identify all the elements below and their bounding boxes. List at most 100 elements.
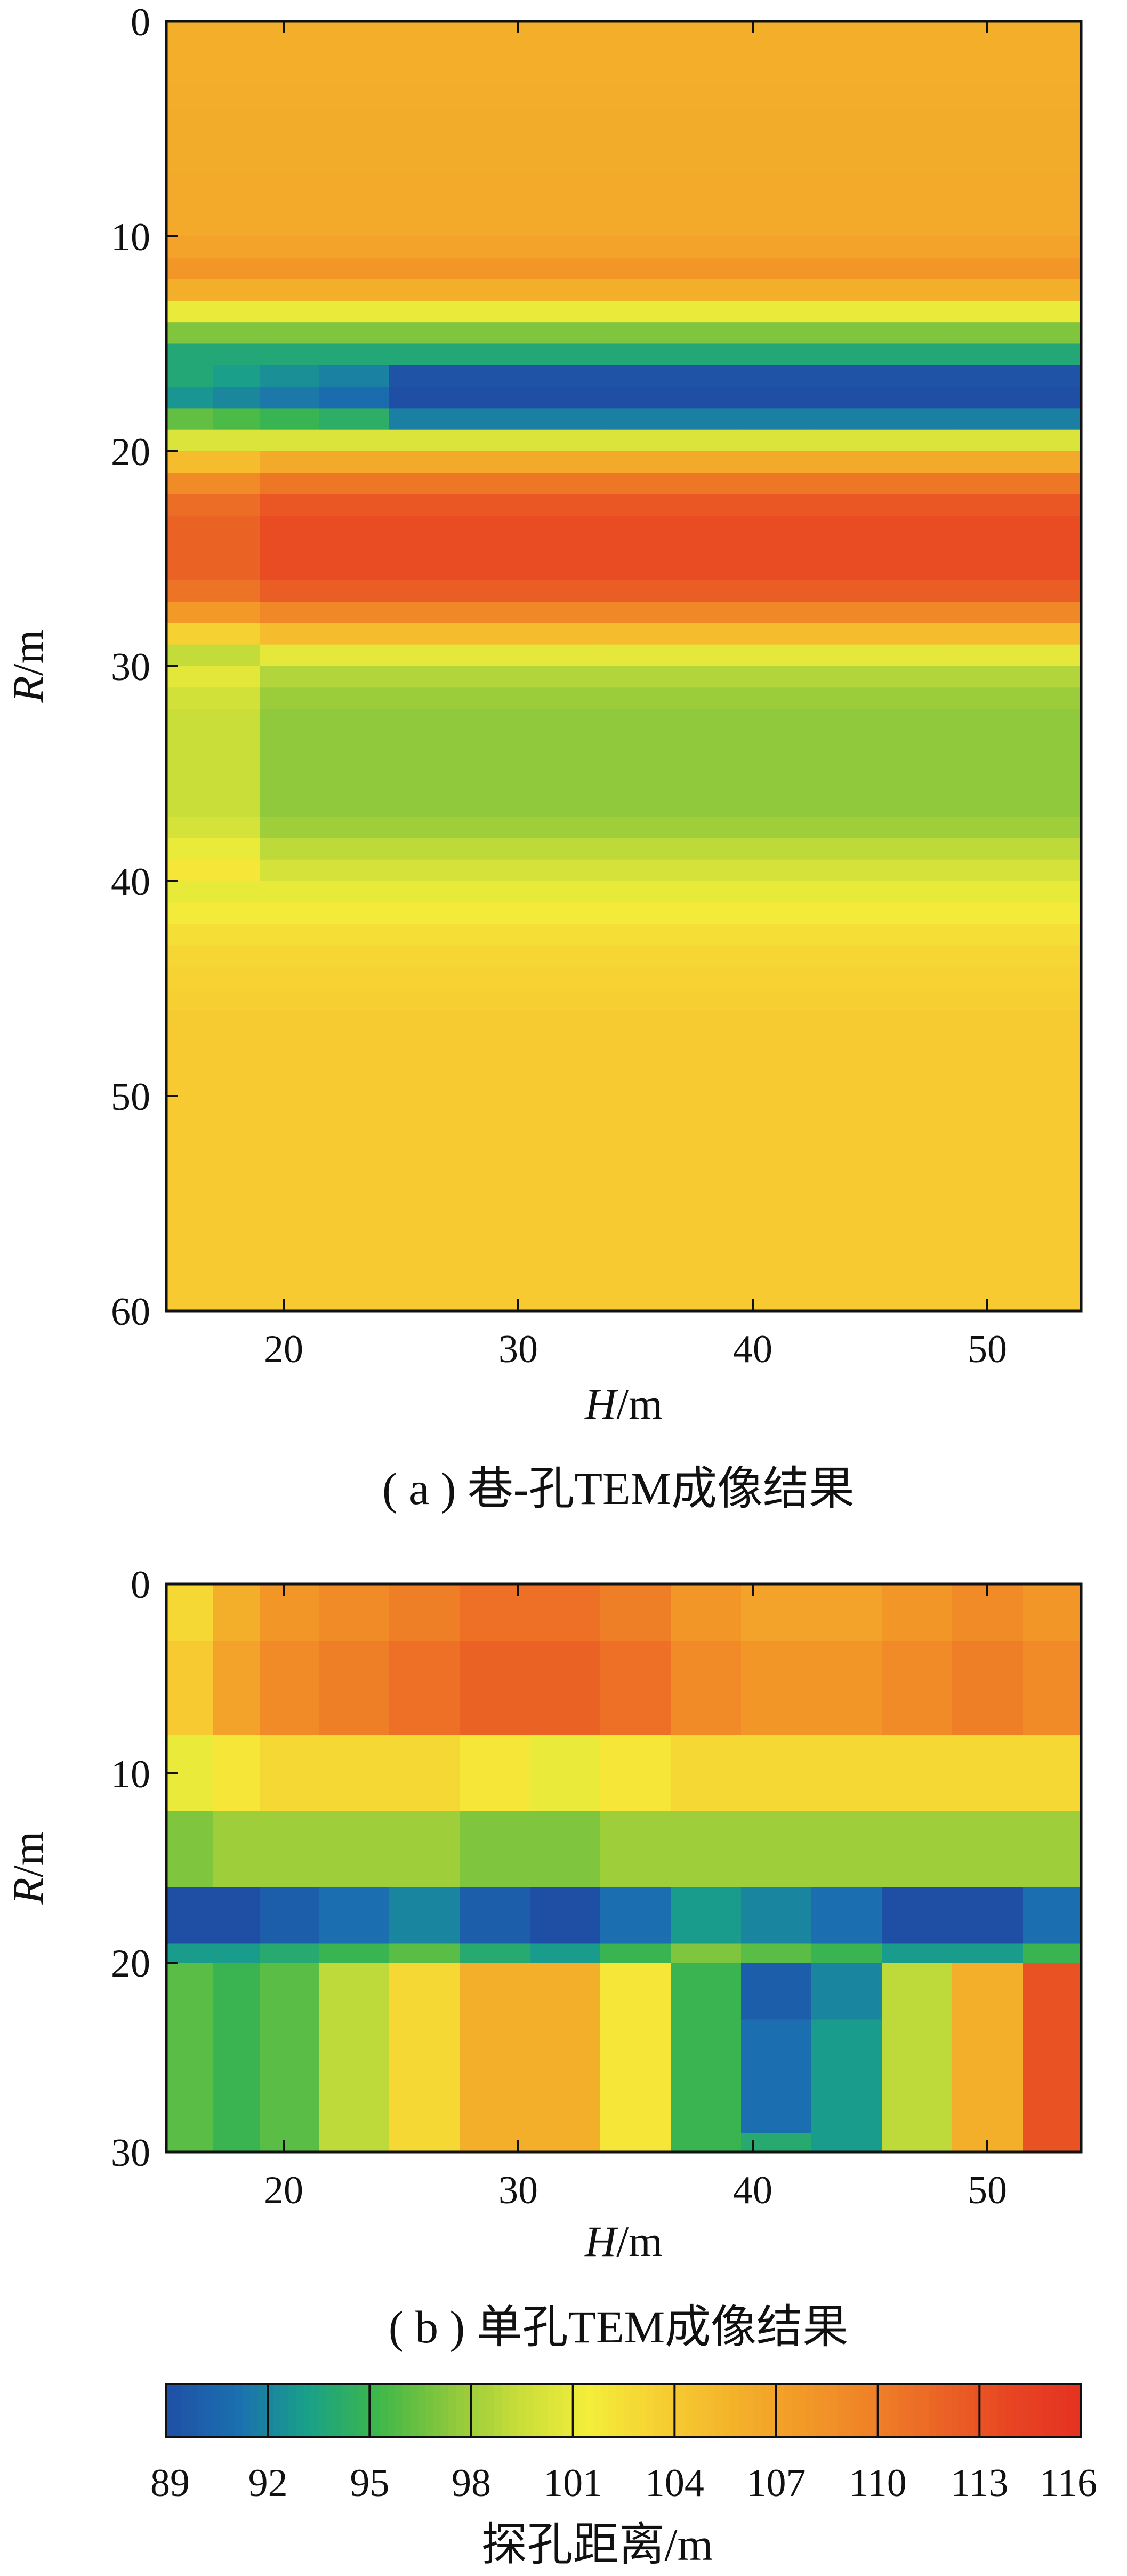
panel-b-cell [460,1641,530,1660]
panel-a-cell [530,817,601,838]
panel-b-cell [460,1906,530,1925]
panel-b-cell [741,1754,812,1774]
panel-a-cell [741,300,812,323]
panel-a-cell [389,1160,460,1182]
panel-a-cell [952,859,1023,882]
panel-a-cell [741,666,812,688]
panel-a-cell [460,193,530,215]
panel-a-cell [952,644,1023,667]
panel-a-cell [166,1289,214,1311]
panel-b-cell [741,1678,812,1698]
panel-b-cell [166,1811,214,1831]
panel-b-cell [671,1735,742,1755]
panel-a-cell [811,1182,882,1204]
panel-a-cell [166,150,214,172]
panel-a-cell [460,730,530,753]
colorbar-ticks: 89 92 95 98 101 104 107 110 113 116 [150,2384,1097,2505]
panel-a-cell [213,644,261,667]
panel-b-cell [389,1603,460,1622]
panel-a-cell [460,473,530,495]
colorbar-swatch [761,2384,769,2437]
panel-a-cell [600,1031,671,1053]
panel-a-cell [460,258,530,280]
panel-a-cell [389,258,460,280]
panel-a-cell [319,387,390,409]
colorbar-swatch [235,2384,243,2437]
panel-a-cell [389,365,460,387]
panel-a-cell [882,494,953,516]
panel-a-cell [260,1117,319,1140]
panel-a-cell [460,1225,530,1247]
panel-b-cell [260,1887,319,1907]
panel-a-cell [811,644,882,667]
panel-a-cell [600,1289,671,1311]
panel-b-cell [1023,1735,1082,1755]
panel-a-cell [319,623,390,645]
panel-a-cell [882,795,953,817]
panel-a-cell [671,1117,742,1140]
panel-a-cell [741,1268,812,1290]
panel-a-cell [166,387,214,409]
panel-a-cell [1023,1096,1082,1118]
panel-a-cell [600,85,671,108]
panel-a-cell [600,902,671,925]
panel-a-cell [952,515,1023,538]
panel-a-cell [530,129,601,151]
panel-b-cell [530,2095,601,2115]
panel-a-cell [952,1225,1023,1247]
colorbar-tick-label: 116 [1040,2461,1097,2505]
panel-a-cell [530,1053,601,1075]
panel-b-cell [530,1735,601,1755]
panel-a-cell [600,967,671,989]
panel-a-x-tick-label: 40 [733,1327,772,1371]
panel-a-cell [741,924,812,946]
panel-a-cell [741,1031,812,1053]
panel-b-x-ticks: 20 30 40 50 [264,1584,1007,2212]
panel-a-cell [952,945,1023,967]
panel-a-cell [319,881,390,903]
panel-a-cell [952,902,1023,925]
panel-a-cell [389,881,460,903]
panel-b-cell [811,1678,882,1698]
colorbar-swatch [1073,2384,1082,2437]
panel-b-cell [460,2076,530,2096]
panel-b-cell [1023,2114,1082,2134]
panel-a-cell [530,881,601,903]
panel-b-cell [389,1622,460,1642]
panel-a-cell [213,279,261,301]
panel-a-cell [460,43,530,65]
panel-a-cell [671,515,742,538]
panel-b-cell [741,2076,812,2096]
panel-a-cell [460,64,530,86]
panel-a-cell [952,193,1023,215]
panel-b-cell [741,1925,812,1945]
panel-a-cell [741,795,812,817]
panel-b-cell [260,1849,319,1869]
panel-a-cell [741,859,812,882]
panel-b-cell [530,1584,601,1604]
panel-a-cell [260,838,319,860]
panel-b-cell [530,1963,601,1982]
panel-a-cell [166,1053,214,1075]
panel-a-cell [260,451,319,473]
panel-a-cell [530,21,601,43]
panel-b-cell [213,1754,261,1774]
colorbar-swatch [425,2384,434,2437]
panel-b-cell [811,2057,882,2077]
panel-a-cell [882,451,953,473]
panel-a-cell [671,129,742,151]
panel-b-cell [166,1925,214,1945]
panel-a-cell [530,279,601,301]
panel-a-cell [260,300,319,323]
panel-b-cell [600,2133,671,2153]
panel-a-cell [811,1246,882,1268]
panel-a-cell [460,1031,530,1053]
panel-a-cell [319,1074,390,1097]
panel-a-cell [741,687,812,710]
panel-a-cell [1023,988,1082,1011]
panel-b-cell [166,1963,214,1982]
panel-a-cell [389,1074,460,1097]
panel-a-cell [741,129,812,151]
panel-b-cell [671,2038,742,2058]
